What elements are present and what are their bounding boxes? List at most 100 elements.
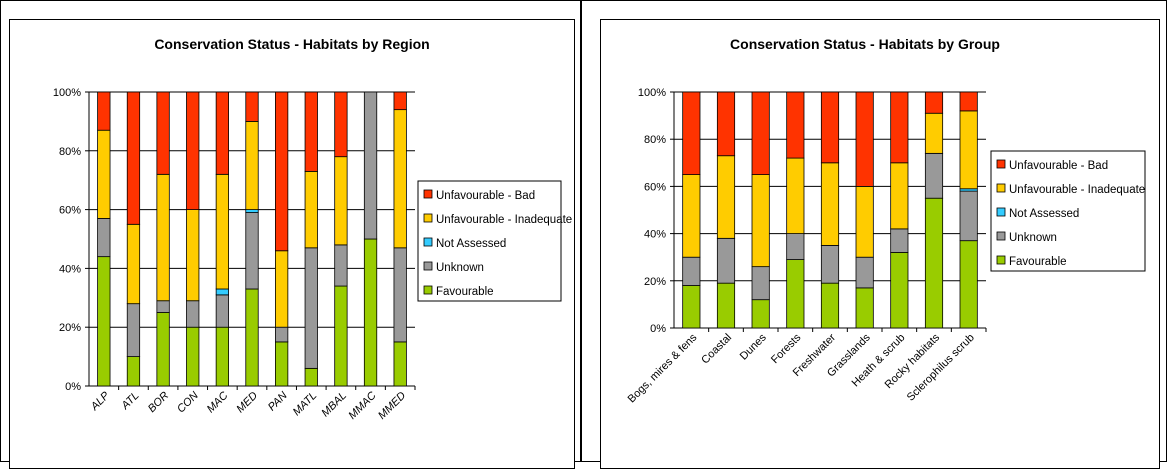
- bar-segment-unfavourable-inadequate: [304, 170, 318, 249]
- x-tick-label: MATL: [291, 390, 320, 419]
- bar-segment-favourable: [245, 288, 259, 387]
- bar-segment-favourable: [855, 287, 874, 329]
- bar-segment-unknown: [716, 237, 736, 284]
- bar-segment-unknown: [97, 218, 111, 258]
- bar-segment-unknown: [304, 247, 318, 369]
- bar-segment-unfavourable-bad: [97, 91, 111, 131]
- x-tick-label: Forests: [769, 331, 804, 366]
- x-tick-label: MAC: [205, 390, 231, 416]
- y-tick-label: 100%: [638, 87, 666, 99]
- chart-title: Conservation Status - Habitats by Group: [730, 36, 1000, 52]
- bar-segment-unfavourable-bad: [855, 91, 874, 187]
- bar-segment-favourable: [275, 341, 289, 387]
- legend-swatch-not-assessed: [423, 237, 433, 247]
- bar-segment-unknown: [959, 190, 978, 242]
- x-tick-label: CON: [175, 390, 201, 416]
- x-tick-label: ALP: [88, 389, 112, 413]
- bar-segment-unfavourable-bad: [786, 91, 805, 159]
- bar-segment-unknown: [820, 244, 840, 284]
- bar-segment-unfavourable-bad: [126, 91, 141, 225]
- bar-segment-unknown: [186, 300, 200, 328]
- bar-segment-unfavourable-inadequate: [924, 112, 944, 154]
- y-tick-label: 0%: [65, 381, 81, 393]
- legend-label-unfavourable-bad: Unfavourable - Bad: [1009, 160, 1108, 172]
- y-tick-label: 40%: [644, 229, 666, 241]
- bar-segment-unfavourable-inadequate: [786, 157, 805, 234]
- x-tick-label: BOR: [146, 390, 171, 415]
- bar-segment-unknown: [786, 233, 805, 260]
- y-tick-label: 60%: [644, 181, 666, 193]
- bar-segment-unfavourable-inadequate: [751, 174, 770, 268]
- bar-segment-unfavourable-inadequate: [215, 173, 229, 290]
- bar-segment-unfavourable-inadequate: [126, 223, 141, 305]
- bar-segment-favourable: [126, 356, 141, 387]
- legend-label-unknown: Unknown: [1009, 232, 1057, 244]
- legend-swatch-favourable: [423, 285, 433, 295]
- bar-segment-unknown: [215, 294, 229, 328]
- bar-segment-favourable: [751, 299, 770, 329]
- bar-segment-favourable: [924, 197, 944, 329]
- y-tick-label: 100%: [53, 87, 81, 99]
- bar-segment-unknown: [334, 244, 348, 287]
- legend-swatch-unknown: [423, 261, 433, 271]
- bar-segment-unfavourable-bad: [215, 91, 229, 175]
- bar-segment-unfavourable-inadequate: [97, 129, 111, 219]
- bar-segment-unfavourable-bad: [156, 91, 170, 175]
- bar-segment-unknown: [855, 256, 874, 289]
- bar-segment-unfavourable-inadequate: [820, 162, 840, 246]
- bar-segment-favourable: [890, 252, 909, 329]
- y-tick-label: 40%: [59, 263, 81, 275]
- x-tick-label: Coastal: [699, 332, 734, 367]
- bar-segment-favourable: [393, 341, 407, 387]
- bar-segment-unknown: [393, 247, 407, 343]
- bar-segment-unknown: [126, 303, 141, 357]
- bar-segment-unfavourable-bad: [959, 91, 978, 112]
- bar-segment-unfavourable-inadequate: [245, 121, 259, 210]
- bar-segment-favourable: [682, 285, 701, 329]
- bar-segment-unfavourable-inadequate: [334, 156, 348, 246]
- bar-segment-favourable: [716, 282, 736, 329]
- bar-segment-unfavourable-bad: [820, 91, 840, 164]
- legend-label-not-assessed: Not Assessed: [436, 238, 506, 250]
- legend-box: [990, 150, 1146, 272]
- y-tick-label: 80%: [644, 134, 666, 146]
- legend-label-favourable: Favourable: [436, 286, 494, 298]
- bar-segment-favourable: [186, 326, 200, 387]
- region-chart-svg: Conservation Status - Habitats by Region…: [53, 36, 572, 422]
- bar-segment-unfavourable-bad: [751, 91, 770, 175]
- bar-segment-not-assessed: [245, 209, 259, 213]
- bar-segment-favourable: [215, 326, 229, 387]
- y-tick-label: 20%: [59, 322, 81, 334]
- bar-segment-unfavourable-inadequate: [156, 173, 170, 302]
- y-tick-label: 80%: [59, 146, 81, 158]
- bar-segment-unknown: [156, 300, 170, 313]
- bar-segment-favourable: [786, 259, 805, 329]
- bar-segment-unfavourable-inadequate: [959, 110, 978, 190]
- bar-segment-unknown: [890, 228, 909, 253]
- legend-label-unfavourable-inadequate: Unfavourable - Inadequate: [436, 214, 572, 226]
- bar-segment-unfavourable-bad: [393, 91, 407, 111]
- legend-swatch-unfavourable-inadequate: [996, 183, 1006, 193]
- region-chart-area: Conservation Status - Habitats by Region…: [9, 19, 575, 469]
- bar-segment-favourable: [363, 238, 378, 387]
- bar-segment-favourable: [334, 285, 348, 387]
- x-tick-label: Sclerophilus scrub: [905, 332, 977, 404]
- bar-segment-favourable: [156, 312, 170, 387]
- legend-swatch-unknown: [996, 231, 1006, 241]
- bar-segment-unknown: [363, 91, 378, 240]
- group-chart-svg: Conservation Status - Habitats by Group 0…: [626, 36, 1146, 405]
- legend-swatch-unfavourable-bad: [996, 159, 1006, 169]
- bar-segment-unfavourable-bad: [334, 91, 348, 158]
- bar-segment-unfavourable-bad: [275, 91, 289, 252]
- x-tick-label: MMAC: [346, 390, 378, 422]
- bar-segment-favourable: [97, 256, 111, 387]
- legend-label-not-assessed: Not Assessed: [1009, 208, 1079, 220]
- region-chart-panel: Conservation Status - Habitats by Region…: [0, 0, 581, 469]
- bar-segment-unknown: [751, 266, 770, 301]
- bar-segment-unfavourable-bad: [304, 91, 318, 172]
- bar-segment-unknown: [682, 256, 701, 286]
- bar-segment-unfavourable-inadequate: [393, 109, 407, 249]
- legend-swatch-not-assessed: [996, 207, 1006, 217]
- bar-segment-unfavourable-inadequate: [186, 209, 200, 302]
- legend-label-unfavourable-inadequate: Unfavourable - Inadequate: [1009, 184, 1145, 196]
